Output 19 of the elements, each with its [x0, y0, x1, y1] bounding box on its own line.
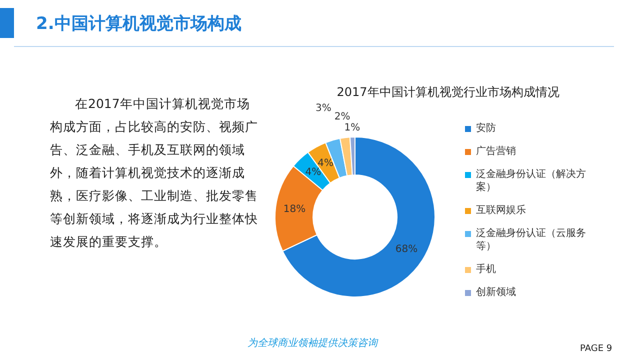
data-label: 1%	[344, 122, 360, 134]
data-label: 3%	[316, 102, 332, 114]
chart-title: 2017年中国计算机视觉行业市场构成情况	[336, 84, 560, 101]
legend-label: 广告营销	[476, 145, 516, 158]
data-label: 4%	[305, 167, 322, 178]
data-label: 2%	[334, 111, 350, 122]
legend-label: 手机	[476, 263, 496, 276]
text: 2.中国计算机视觉市场构成	[36, 13, 242, 35]
text: 在2017年中国计算机视觉市场构成方面，占比较高的安防、视频广告、泛金融、手机及互联网的领域外，随着计算机视觉技术的逐渐成熟，医疗影像、工业制造、批发零售等创新领域，将逐渐成为行业整体快速发展的重要支撑。	[50, 95, 259, 251]
legend-label: 泛金融身份认证（解决方案）	[476, 168, 587, 194]
legend-label: 创新领域	[476, 286, 516, 299]
data-label: 68%	[395, 244, 418, 256]
legend-label: 泛金融身份认证（云服务等）	[476, 227, 587, 253]
text: 为全球商业领袖提供决策咨询	[248, 338, 378, 349]
legend-label: 安防	[476, 122, 496, 135]
data-label: 18%	[283, 204, 306, 215]
text: PAGE 9	[580, 344, 612, 354]
data-label: 4%	[318, 158, 334, 170]
legend-label: 互联网娱乐	[476, 204, 526, 217]
